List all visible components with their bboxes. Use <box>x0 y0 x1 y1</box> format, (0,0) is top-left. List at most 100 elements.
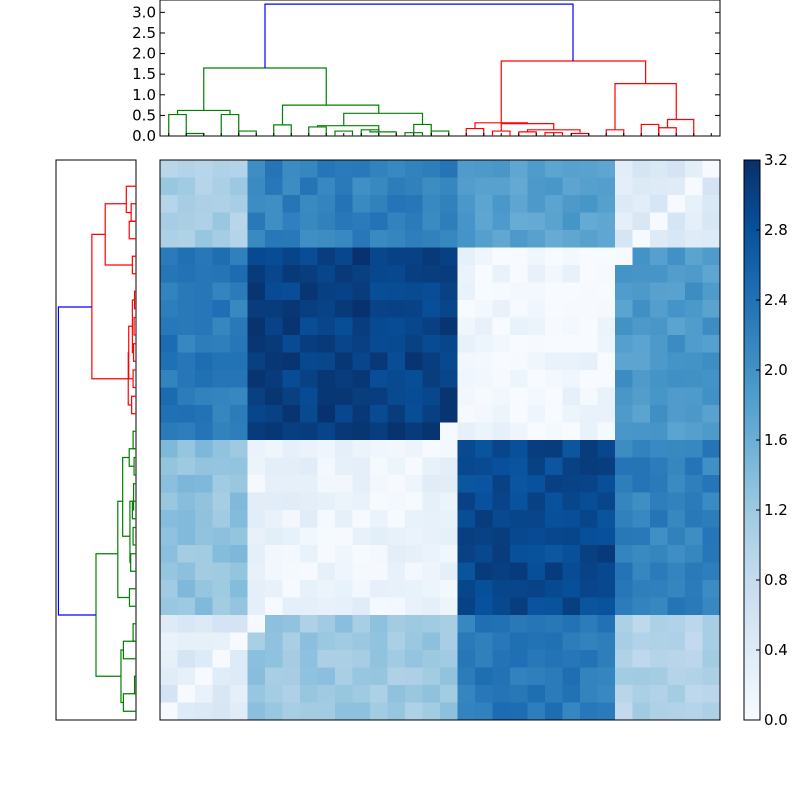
heatmap-cell <box>265 702 283 721</box>
colorbar-tick-label: 3.2 <box>764 151 788 169</box>
heatmap-cell <box>650 492 668 511</box>
heatmap-cell <box>317 300 336 318</box>
heatmap-cell <box>405 422 423 441</box>
heatmap-cell <box>475 615 493 633</box>
heatmap-cell <box>370 282 388 301</box>
heatmap-cell <box>405 212 423 231</box>
heatmap-cell <box>510 475 528 493</box>
heatmap-cell <box>300 632 318 651</box>
heatmap-cell <box>300 405 318 423</box>
heatmap-cell <box>545 615 563 633</box>
heatmap-cell <box>632 667 651 686</box>
top-dendrogram-link <box>430 130 450 136</box>
left-dendrogram-link <box>128 220 136 240</box>
heatmap-cell <box>597 422 616 441</box>
heatmap-cell <box>510 457 528 476</box>
heatmap-cell <box>615 685 633 703</box>
heatmap-cell <box>160 247 178 266</box>
heatmap-cell <box>317 562 336 581</box>
heatmap-cell <box>230 685 248 703</box>
heatmap-cell <box>335 562 353 581</box>
heatmap-cell <box>580 667 598 686</box>
heatmap-cell <box>667 475 686 493</box>
heatmap-cell <box>545 230 563 248</box>
heatmap-cell <box>527 475 546 493</box>
heatmap-cell <box>352 440 371 458</box>
heatmap-cell <box>650 475 668 493</box>
heatmap-cell <box>405 195 423 213</box>
heatmap-cell <box>492 457 511 476</box>
heatmap-cell <box>212 247 231 266</box>
heatmap-cell <box>387 177 406 196</box>
heatmap-cell <box>160 650 178 668</box>
heatmap-cell <box>562 160 581 178</box>
heatmap-cell <box>510 387 528 406</box>
heatmap-cell <box>317 230 336 248</box>
heatmap-cell <box>405 405 423 423</box>
heatmap-cell <box>667 562 686 581</box>
heatmap-cell <box>370 597 388 616</box>
heatmap-cell <box>300 615 318 633</box>
heatmap-cell <box>317 160 336 178</box>
heatmap-cell <box>650 195 668 213</box>
heatmap-cell <box>370 352 388 371</box>
heatmap-cell <box>527 422 546 441</box>
heatmap-cell <box>352 475 371 493</box>
top-dendrogram-link <box>369 129 397 136</box>
heatmap-cell <box>510 160 528 178</box>
heatmap-cell <box>282 195 301 213</box>
heatmap-cell <box>650 685 668 703</box>
heatmap-cell <box>212 545 231 563</box>
heatmap-cell <box>510 597 528 616</box>
heatmap-cell <box>510 300 528 318</box>
heatmap-cell <box>440 510 458 528</box>
heatmap-cell <box>265 562 283 581</box>
heatmap-cell <box>475 580 493 598</box>
heatmap-cell <box>230 702 248 721</box>
heatmap-cell <box>615 492 633 511</box>
heatmap-cell <box>335 247 353 266</box>
heatmap-cell <box>405 527 423 546</box>
heatmap-cell <box>405 702 423 721</box>
heatmap-cell <box>282 527 301 546</box>
heatmap-cell <box>597 597 616 616</box>
heatmap-cell <box>160 265 178 283</box>
heatmap-cell <box>352 545 371 563</box>
heatmap-cell <box>597 387 616 406</box>
heatmap-cell <box>335 440 353 458</box>
heatmap-cell <box>685 667 703 686</box>
heatmap-cell <box>475 405 493 423</box>
heatmap-cell <box>300 300 318 318</box>
heatmap-cell <box>352 405 371 423</box>
heatmap-cell <box>702 702 721 721</box>
heatmap-cell <box>562 300 581 318</box>
heatmap-cell <box>702 247 721 266</box>
heatmap-cell <box>387 580 406 598</box>
heatmap-cell <box>440 247 458 266</box>
heatmap-cell <box>457 265 476 283</box>
heatmap-cell <box>702 160 721 178</box>
top-dendrogram-ytick-label: 1.0 <box>132 86 156 104</box>
heatmap-cell <box>545 247 563 266</box>
heatmap-cell <box>352 580 371 598</box>
heatmap-cell <box>282 562 301 581</box>
heatmap-cell <box>650 615 668 633</box>
heatmap-cell <box>597 317 616 336</box>
heatmap-cell <box>685 177 703 196</box>
heatmap-cell <box>335 405 353 423</box>
heatmap-cell <box>370 632 388 651</box>
heatmap-cell <box>282 580 301 598</box>
heatmap-cell <box>545 685 563 703</box>
top-dendrogram-link <box>203 67 327 111</box>
top-dendrogram-link <box>413 123 432 136</box>
heatmap-cell <box>510 667 528 686</box>
heatmap-cell <box>545 527 563 546</box>
heatmap-cell <box>160 195 178 213</box>
heatmap-cell <box>667 580 686 598</box>
heatmap-cell <box>247 247 266 266</box>
heatmap-cell <box>335 615 353 633</box>
heatmap-cell <box>440 632 458 651</box>
heatmap-cell <box>492 475 511 493</box>
heatmap-cell <box>212 562 231 581</box>
heatmap-cell <box>685 580 703 598</box>
